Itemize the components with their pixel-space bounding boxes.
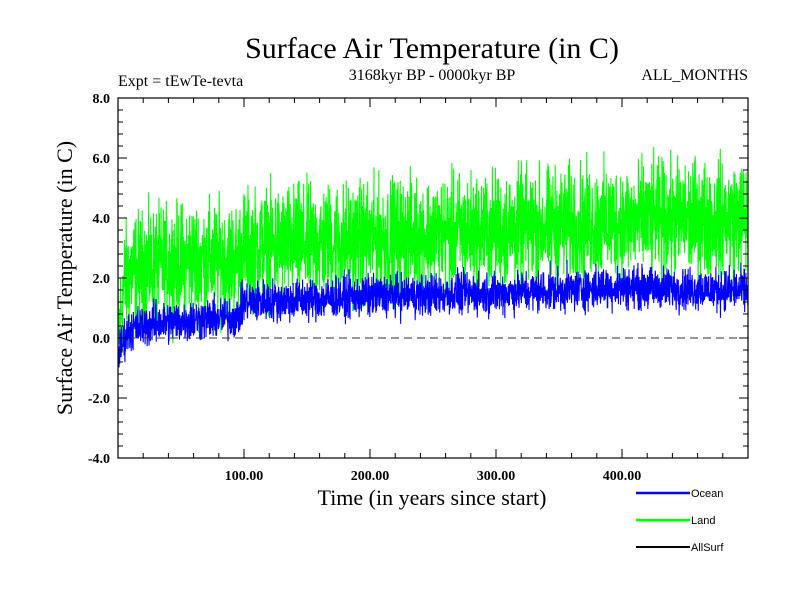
y-tick-label: -2.0 [88,392,110,407]
x-tick-label: 200.00 [351,469,390,484]
x-tick-label: 300.00 [477,469,516,484]
series-layer [118,147,748,368]
axis-ticks [118,98,748,458]
y-axis-label: Surface Air Temperature (in C) [52,141,77,415]
chart-title: Surface Air Temperature (in C) [245,32,619,65]
y-tick-label: 8.0 [93,92,111,107]
period-label: 3168kyr BP - 0000kyr BP [349,67,516,84]
x-tick-labels: 100.00 200.00 300.00 400.00 [225,469,642,484]
months-label: ALL_MONTHS [641,67,748,84]
expt-label: Expt = tEwTe-tevta [118,73,243,90]
legend-label-land: Land [691,515,715,527]
y-tick-label: 4.0 [93,212,111,227]
y-tick-label: -4.0 [88,452,110,467]
y-tick-label: 6.0 [93,152,111,167]
plot-area [118,147,748,368]
legend: Ocean Land AllSurf [636,488,724,554]
y-tick-labels: -4.0 -2.0 0.0 2.0 4.0 6.0 8.0 [88,92,110,467]
legend-label-ocean: Ocean [691,488,723,500]
legend-label-allsurf: AllSurf [691,542,724,554]
series-line-ocean [118,259,748,368]
y-tick-label: 0.0 [93,332,111,347]
series-line-land [118,147,748,353]
y-tick-label: 2.0 [93,272,111,287]
x-tick-label: 100.00 [225,469,264,484]
x-tick-label: 400.00 [603,469,642,484]
x-axis-label: Time (in years since start) [318,485,547,510]
